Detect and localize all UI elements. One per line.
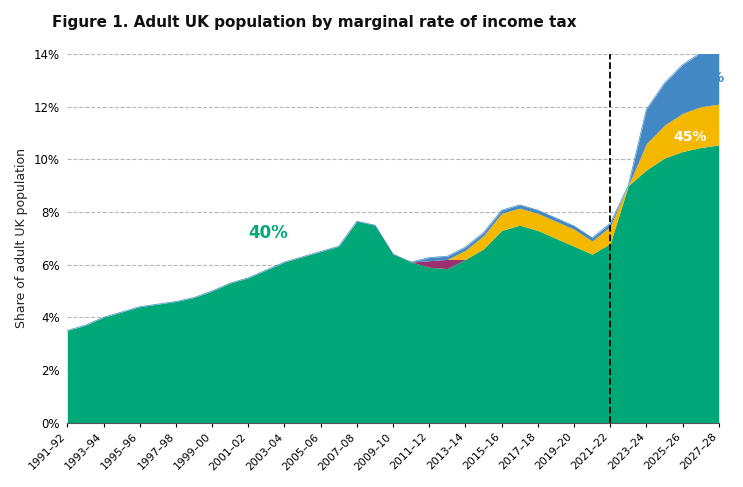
Text: 45%: 45% [673, 130, 707, 144]
Y-axis label: Share of adult UK population: Share of adult UK population [15, 149, 28, 328]
Text: Figure 1. Adult UK population by marginal rate of income tax: Figure 1. Adult UK population by margina… [52, 15, 577, 30]
Text: 60%: 60% [692, 71, 725, 85]
Text: 40%: 40% [248, 224, 288, 242]
